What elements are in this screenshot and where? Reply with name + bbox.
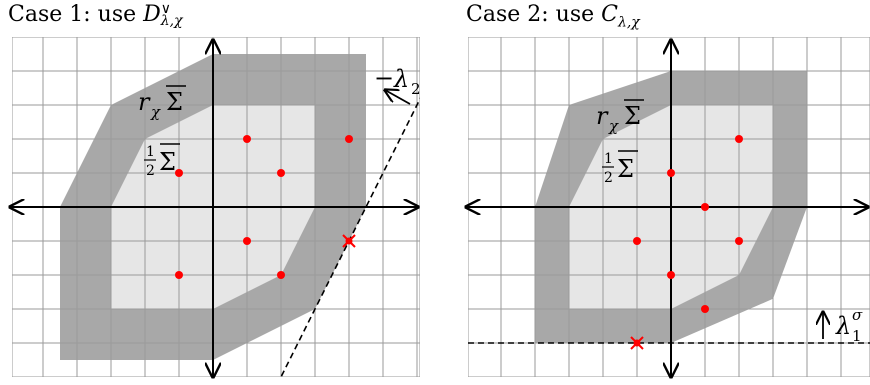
lattice-dot — [345, 135, 353, 143]
panel-2-inner-label-den: 2 — [604, 170, 613, 186]
panel-1-title-sup: ∨ — [160, 1, 172, 17]
panel-2-title-sub: λ,χ — [617, 14, 640, 31]
panel-1-outer-label: r χ Σ — [138, 85, 186, 121]
lattice-dot — [243, 237, 251, 245]
panel-2-line-label: λ σ 1 — [823, 306, 863, 345]
lattice-dot — [735, 237, 743, 245]
panel-2-outer-label-sub: χ — [608, 117, 619, 135]
cross-center-dot — [633, 339, 641, 347]
lattice-dot — [277, 271, 285, 279]
panel-1-outer-label-sigma: Σ — [166, 88, 183, 116]
panel-1-outer-label-sub: χ — [150, 103, 161, 121]
panel-1-title-symbol: D — [143, 2, 161, 27]
panel-2-inner-label-sigma: Σ — [617, 155, 634, 183]
panel-1-normal-arrow — [385, 90, 411, 105]
panel-2-line-label-sup: σ — [852, 306, 863, 324]
lattice-dot — [175, 169, 183, 177]
panel-2-cross-marker — [630, 336, 644, 350]
lattice-dot — [633, 237, 641, 245]
panel-2-outer-label-sigma: Σ — [624, 102, 641, 130]
panel-2-dots — [633, 135, 743, 313]
panel-2-line-label-sub: 1 — [852, 327, 862, 345]
panel-2-inner-label: 1 2 Σ — [602, 150, 638, 186]
panel-1-outer-label-r: r — [138, 88, 151, 116]
panel-1-dots — [175, 135, 353, 279]
panel-1-line-label-lambda: λ — [393, 65, 409, 93]
panel-2-inner-label-num: 1 — [604, 151, 613, 167]
panel-1-inner-label-num: 1 — [146, 144, 155, 160]
panel-1-line-label: − λ 2 — [374, 64, 421, 105]
lattice-dot — [735, 135, 743, 143]
lattice-dot — [175, 271, 183, 279]
panel-2-line-label-lambda: λ — [835, 312, 851, 340]
lattice-dot — [243, 135, 251, 143]
cross-center-dot — [345, 237, 353, 245]
panel-2-outer-label-r: r — [596, 102, 609, 130]
lattice-dot — [701, 203, 709, 211]
panel-2-outer-label: r χ Σ — [596, 99, 644, 135]
panel-2-title-prefix: Case 2: use — [466, 2, 602, 27]
lattice-dot — [701, 305, 709, 313]
panel-1-inner-label-sigma: Σ — [159, 148, 176, 176]
panel-1-title-scripts: ∨ λ,χ — [160, 1, 183, 29]
panel-2-title-symbol: C — [601, 2, 618, 27]
panel-1-title: Case 1: use D ∨ λ,χ — [8, 1, 183, 29]
lattice-dot — [667, 169, 675, 177]
panel-1: r χ Σ 1 2 Σ − λ 2 — [10, 37, 421, 385]
panel-1-title-prefix: Case 1: use — [8, 2, 144, 27]
panel-2-title: Case 2: use Cλ,χ — [466, 2, 640, 30]
panel-1-inner-label-den: 2 — [146, 163, 155, 179]
lattice-dot — [667, 271, 675, 279]
panel-1-line-label-minus: − — [374, 64, 394, 92]
panel-1-line-label-sub: 2 — [411, 80, 421, 98]
panel-1-inner-label: 1 2 Σ — [144, 143, 180, 179]
lattice-dot — [277, 169, 285, 177]
panel-1-title-sub: λ,χ — [160, 13, 183, 29]
panel-2: r χ Σ 1 2 Σ λ σ 1 — [466, 37, 870, 377]
panel-1-cross-marker — [342, 234, 356, 248]
